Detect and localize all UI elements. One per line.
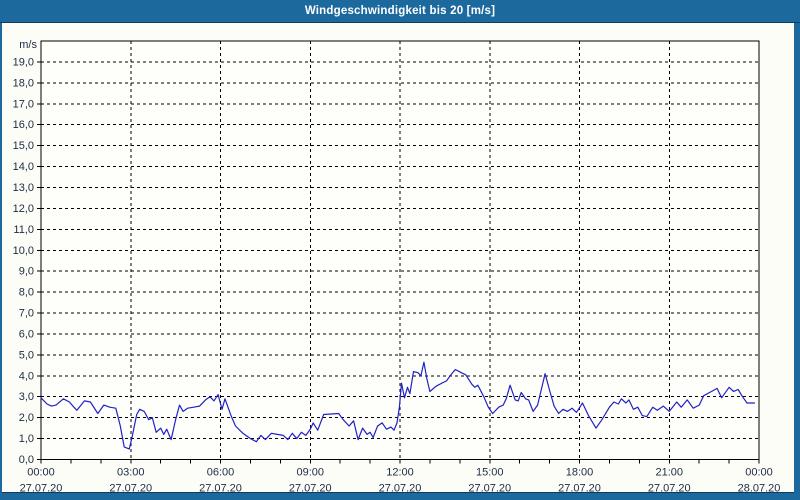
x-date-label: 27.07.20 — [20, 483, 63, 495]
window-title: Windgeschwindigkeit bis 20 [m/s] — [0, 0, 800, 23]
y-tick-label: 6,0 — [19, 328, 34, 340]
x-time-label: 06:00 — [207, 467, 235, 479]
x-date-label: 27.07.20 — [379, 483, 422, 495]
x-time-label: 03:00 — [117, 467, 145, 479]
x-date-label: 27.07.20 — [199, 483, 242, 495]
y-tick-label: 3,0 — [19, 391, 34, 403]
y-tick-label: 13,0 — [13, 182, 34, 194]
y-tick-label: 16,0 — [13, 119, 34, 131]
y-axis-unit-label: m/s — [19, 39, 37, 51]
x-date-label: 27.07.20 — [648, 483, 691, 495]
plot-border — [40, 40, 760, 460]
y-tick-label: 14,0 — [13, 161, 34, 173]
y-tick-label: 1,0 — [19, 433, 34, 445]
x-date-label: 27.07.20 — [468, 483, 511, 495]
x-date-label: 28.07.20 — [738, 483, 781, 495]
x-date-label: 27.07.20 — [558, 483, 601, 495]
wind-speed-curve — [40, 361, 756, 450]
y-tick-label: 9,0 — [19, 266, 34, 278]
x-date-label: 27.07.20 — [109, 483, 152, 495]
x-time-label: 15:00 — [476, 467, 504, 479]
y-tick-label: 19,0 — [13, 56, 34, 68]
x-time-label: 00:00 — [27, 467, 55, 479]
y-tick-label: 2,0 — [19, 412, 34, 424]
x-time-label: 09:00 — [296, 467, 324, 479]
x-time-label: 21:00 — [655, 467, 683, 479]
y-tick-label: 11,0 — [13, 224, 34, 236]
y-tick-label: 0,0 — [19, 454, 34, 466]
y-tick-label: 12,0 — [13, 203, 34, 215]
x-time-label: 18:00 — [566, 467, 594, 479]
y-tick-label: 17,0 — [13, 98, 34, 110]
x-time-label: 00:00 — [745, 467, 773, 479]
y-tick-label: 10,0 — [13, 245, 34, 257]
y-tick-label: 5,0 — [19, 349, 34, 361]
y-tick-label: 7,0 — [19, 308, 34, 320]
x-date-label: 27.07.20 — [289, 483, 332, 495]
x-time-label: 12:00 — [386, 467, 414, 479]
y-tick-label: 18,0 — [13, 77, 34, 89]
y-tick-label: 4,0 — [19, 370, 34, 382]
y-tick-label: 15,0 — [13, 140, 34, 152]
y-tick-label: 8,0 — [19, 287, 34, 299]
